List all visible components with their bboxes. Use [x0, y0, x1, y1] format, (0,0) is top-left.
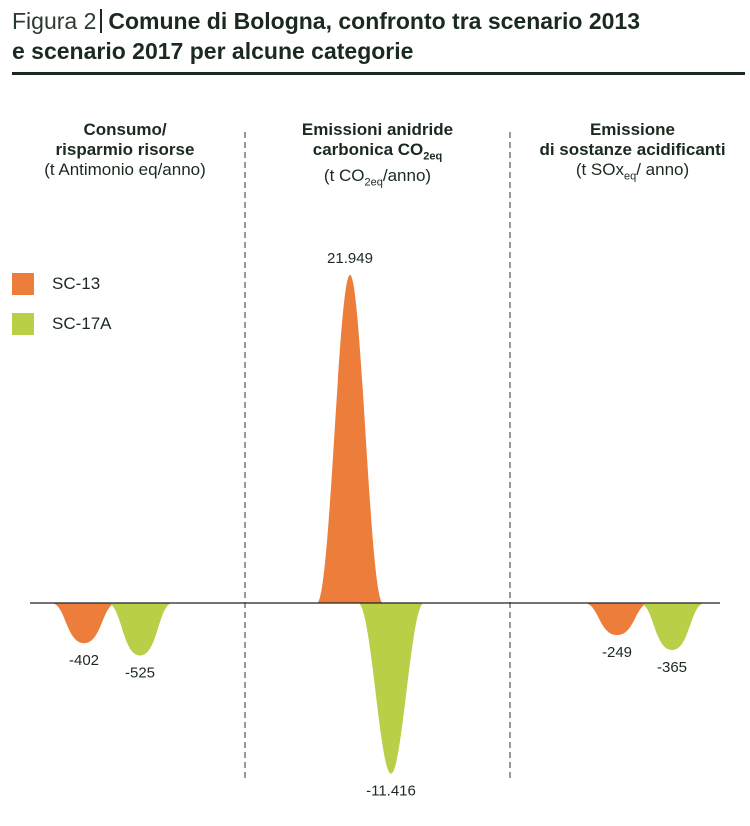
- panel-header-line: Consumo/: [83, 120, 167, 139]
- legend-item-sc13: SC-13: [12, 273, 100, 295]
- panel-header-text: /anno): [382, 166, 432, 186]
- panel-header-unit: (t CO2eq/anno): [255, 166, 500, 192]
- data-mark: [51, 603, 117, 644]
- panel-header-unit: (t Antimonio eq/anno): [44, 160, 206, 179]
- figure-title: Figura 2 Comune di Bologna, confronto tra…: [12, 6, 742, 66]
- panel-header-text: / anno): [636, 160, 690, 179]
- panel-header-subscript: 2eq: [423, 150, 443, 163]
- panel-header-unit: (t SOxeq/ anno): [515, 160, 750, 186]
- panel-header-line: di sostanze acidificanti: [539, 140, 726, 159]
- panel-header-line: Emissioni anidride: [301, 120, 454, 139]
- title-rule: [12, 72, 745, 75]
- figure-title-line2: e scenario 2017 per alcune categorie: [12, 38, 414, 64]
- legend-swatch: [12, 273, 34, 295]
- panel-header-co2: Emissioni anidride carbonica CO2eq (t CO…: [255, 120, 500, 193]
- legend-swatch: [12, 313, 34, 335]
- data-label: -402: [69, 652, 99, 669]
- data-label: 21.949: [327, 250, 373, 267]
- panel-header-text: carbonica CO: [312, 140, 424, 159]
- panel-header-subscript: 2eq: [364, 176, 383, 189]
- panel-header-subscript: eq: [623, 170, 637, 183]
- panel-header-line: carbonica CO2eq: [255, 140, 500, 166]
- figure-title-line1: Comune di Bologna, confronto tra scenari…: [108, 8, 641, 34]
- data-mark: [639, 603, 705, 651]
- legend-label: SC-17A: [52, 314, 112, 333]
- legend-item-sc17a: SC-17A: [12, 313, 112, 335]
- data-mark: [584, 603, 650, 636]
- panel-header-text: (t SOx: [575, 160, 624, 179]
- panel-header-line: Emissione: [589, 120, 676, 139]
- figure-label: Figura 2: [12, 8, 97, 34]
- data-mark: [358, 603, 424, 774]
- title-separator: [100, 9, 103, 33]
- panel-header-line: risparmio risorse: [55, 140, 195, 159]
- data-label: -365: [657, 659, 687, 676]
- data-mark: [107, 603, 173, 656]
- legend-label: SC-13: [52, 274, 101, 293]
- data-label: -525: [125, 665, 155, 682]
- panel-header-resources: Consumo/ risparmio risorse (t Antimonio …: [10, 120, 240, 180]
- data-label: -249: [602, 644, 632, 661]
- data-mark: [317, 274, 383, 603]
- panel-header-text: (t CO: [323, 166, 365, 186]
- data-label: -11.416: [366, 783, 416, 800]
- panel-header-acid: Emissione di sostanze acidificanti (t SO…: [515, 120, 750, 186]
